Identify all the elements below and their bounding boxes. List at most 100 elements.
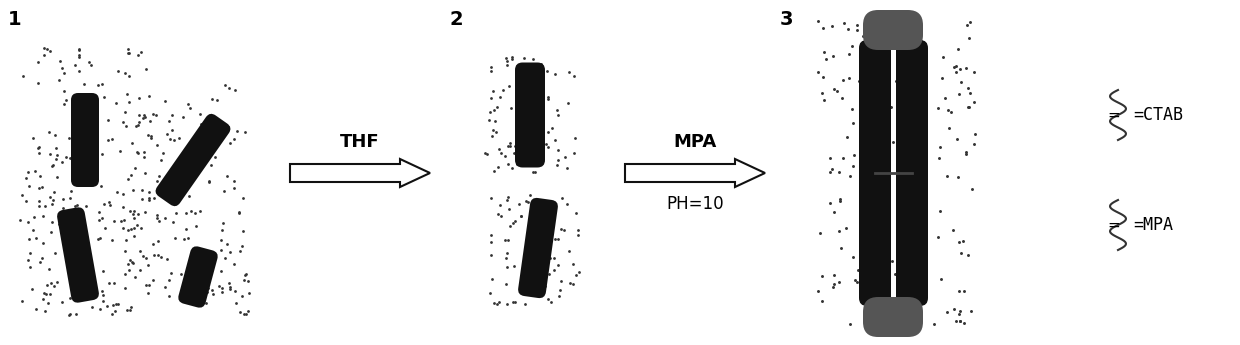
Point [833,77,853,82]
Point [930,145,950,150]
Point [523,169,543,175]
Point [140,118,160,124]
Point [67,203,87,208]
Point [136,255,156,260]
Point [543,217,563,223]
Point [928,105,947,111]
Point [223,137,243,142]
Point [55,89,74,94]
Point [839,51,859,57]
Point [529,145,549,150]
Point [862,50,882,55]
Point [959,252,978,257]
Point [894,144,914,149]
Point [224,185,244,190]
Point [481,276,501,282]
Point [913,264,932,269]
Point [820,155,839,160]
FancyBboxPatch shape [71,93,99,187]
Point [866,312,885,317]
Point [510,106,529,112]
Point [548,262,568,267]
Point [43,284,63,289]
Point [123,187,143,193]
Point [950,288,970,294]
Point [205,155,224,160]
Point [211,268,231,274]
Point [98,137,118,142]
Point [60,296,79,301]
Point [234,277,254,283]
Point [873,306,893,312]
Point [160,192,180,198]
Point [511,213,531,218]
Point [32,296,52,302]
Point [962,187,982,192]
Point [906,165,926,170]
Point [191,121,211,127]
Point [489,299,508,304]
FancyBboxPatch shape [515,62,546,168]
Point [236,272,255,278]
Point [193,138,213,144]
Point [481,239,501,245]
Point [475,150,495,156]
Point [32,184,52,190]
Point [104,280,124,286]
Point [481,233,501,238]
Point [124,211,144,216]
Point [236,311,255,316]
Point [944,65,963,70]
Point [99,280,119,285]
Point [520,193,539,198]
Point [497,301,517,307]
Point [27,145,47,150]
Point [79,59,99,65]
Point [935,95,955,100]
Point [937,309,957,315]
Point [822,285,842,290]
Point [179,102,198,107]
Text: =: = [1107,217,1120,233]
Point [228,209,248,215]
Point [165,236,185,241]
Point [174,236,193,241]
Point [58,312,78,317]
Point [67,118,87,124]
Point [155,284,175,290]
Point [505,144,525,149]
Text: =MPA: =MPA [1133,216,1173,234]
Point [117,123,136,128]
Point [830,198,849,204]
Point [481,95,501,100]
Point [128,122,148,128]
FancyBboxPatch shape [897,40,928,306]
Point [873,149,893,154]
Point [890,304,910,309]
Point [480,290,500,295]
Point [139,197,159,203]
Point [176,281,196,287]
Point [40,129,60,135]
Point [505,299,525,305]
Point [139,282,159,288]
Point [233,196,253,201]
Point [844,152,864,158]
Point [227,128,247,134]
Point [564,135,584,141]
Point [909,159,929,164]
Point [830,169,849,175]
Point [830,196,849,202]
Point [481,195,501,201]
Point [124,209,144,214]
Point [529,218,549,223]
Point [174,115,193,120]
Point [161,270,181,276]
Point [176,158,196,163]
Point [828,228,848,234]
Point [501,106,521,111]
Point [963,141,983,147]
Point [950,92,970,97]
Point [144,253,164,258]
Point [511,214,531,219]
